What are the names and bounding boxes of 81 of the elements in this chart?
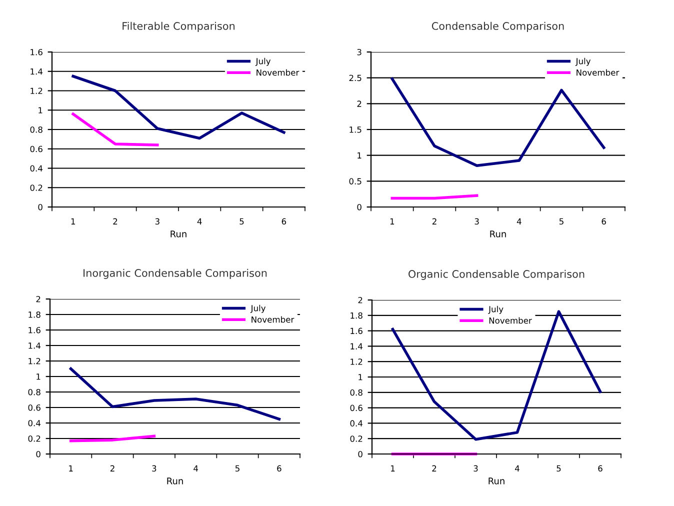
legend-label: November <box>489 317 532 324</box>
y-tick-label: 1 <box>358 152 362 158</box>
y-tick-label: 1.6 <box>30 48 42 56</box>
y-tick-label: 0.6 <box>350 404 362 412</box>
y-tick-label: 1.8 <box>28 311 40 318</box>
legend-label: July <box>255 58 271 66</box>
x-tick-label: 4 <box>194 465 198 472</box>
x-tick-label: 2 <box>432 218 436 224</box>
x-tick-label: 2 <box>113 218 118 224</box>
x-tick-label: 1 <box>71 218 75 224</box>
y-tick-label: 3 <box>357 48 362 56</box>
y-tick-label: 0.6 <box>30 146 42 152</box>
y-tick-label: 0.8 <box>28 388 40 396</box>
x-axis-title: Run <box>170 230 186 238</box>
y-tick-label: 2 <box>358 296 362 304</box>
x-tick-label: 5 <box>556 465 561 472</box>
x-tick-label: 6 <box>602 218 606 225</box>
x-tick-label: 1 <box>391 465 395 472</box>
legend-label: November <box>576 69 620 76</box>
x-tick-label: 3 <box>152 465 156 472</box>
y-tick-label: 0 <box>36 450 40 458</box>
y-tick-label: 0 <box>358 450 362 458</box>
y-tick-label: 1.2 <box>28 358 40 364</box>
x-tick-label: 3 <box>155 218 160 225</box>
y-tick-label: 0.5 <box>349 178 362 184</box>
x-tick-label: 5 <box>559 218 564 225</box>
y-tick-label: 2 <box>36 296 40 302</box>
y-tick-label: 1.6 <box>350 328 362 334</box>
x-tick-label: 2 <box>110 465 114 472</box>
x-tick-label: 4 <box>197 218 202 224</box>
y-tick-label: 1 <box>38 107 42 114</box>
y-tick-label: 1.6 <box>28 326 40 334</box>
y-tick-label: 0.2 <box>28 435 40 442</box>
chart-title: Inorganic Condensable Comparison <box>84 268 267 279</box>
y-tick-label: 1.8 <box>350 312 362 319</box>
y-tick-label: 1.2 <box>350 358 362 365</box>
legend-label: November <box>256 69 300 76</box>
y-tick-label: 1.4 <box>28 342 41 349</box>
y-tick-label: 1 <box>358 374 362 380</box>
y-tick-label: 1.5 <box>350 126 362 133</box>
y-tick-label: 0.6 <box>28 404 40 411</box>
y-tick-label: 1 <box>36 374 40 380</box>
x-tick-label: 3 <box>474 465 478 472</box>
line-series <box>69 367 281 421</box>
x-axis-title: Run <box>488 478 504 484</box>
line-series <box>390 77 606 168</box>
x-tick-label: 6 <box>282 218 286 225</box>
x-tick-label: 4 <box>516 218 522 224</box>
chart-title: Condensable Comparison <box>432 22 564 32</box>
legend-label: July <box>575 58 591 66</box>
chart-title: Organic Condensable Comparison <box>408 270 584 280</box>
y-tick-label: 0.8 <box>30 126 42 133</box>
x-axis-title: Run <box>490 230 506 238</box>
y-tick-label: 0.2 <box>350 436 362 442</box>
y-tick-label: 1.2 <box>30 88 42 94</box>
x-tick-label: 5 <box>240 218 244 225</box>
x-tick-label: 6 <box>598 465 602 472</box>
y-tick-label: 2 <box>357 100 362 107</box>
x-tick-label: 2 <box>432 465 436 472</box>
y-tick-label: 0.8 <box>350 389 362 396</box>
y-tick-label: 0 <box>38 204 42 210</box>
x-tick-label: 6 <box>277 465 282 472</box>
y-tick-label: 1.4 <box>350 343 363 350</box>
x-tick-label: 1 <box>69 465 73 472</box>
legend-label: July <box>250 304 266 313</box>
y-tick-label: 0.4 <box>30 165 43 172</box>
x-tick-label: 3 <box>474 218 479 225</box>
y-tick-label: 0 <box>357 204 362 210</box>
y-tick-label: 1.4 <box>30 68 43 75</box>
y-tick-label: 0.4 <box>350 420 363 426</box>
line-series <box>72 74 286 140</box>
y-tick-label: 0.2 <box>30 184 42 191</box>
x-axis-title: Run <box>167 478 183 484</box>
x-tick-label: 4 <box>515 465 520 472</box>
x-tick-label: 1 <box>390 218 394 224</box>
legend-label: July <box>488 306 504 314</box>
y-tick-label: 0.4 <box>28 420 41 426</box>
chart-title: Filterable Comparison <box>122 22 235 32</box>
y-tick-label: 2.5 <box>349 74 362 82</box>
x-tick-label: 5 <box>235 465 240 472</box>
legend-label: November <box>252 316 294 323</box>
